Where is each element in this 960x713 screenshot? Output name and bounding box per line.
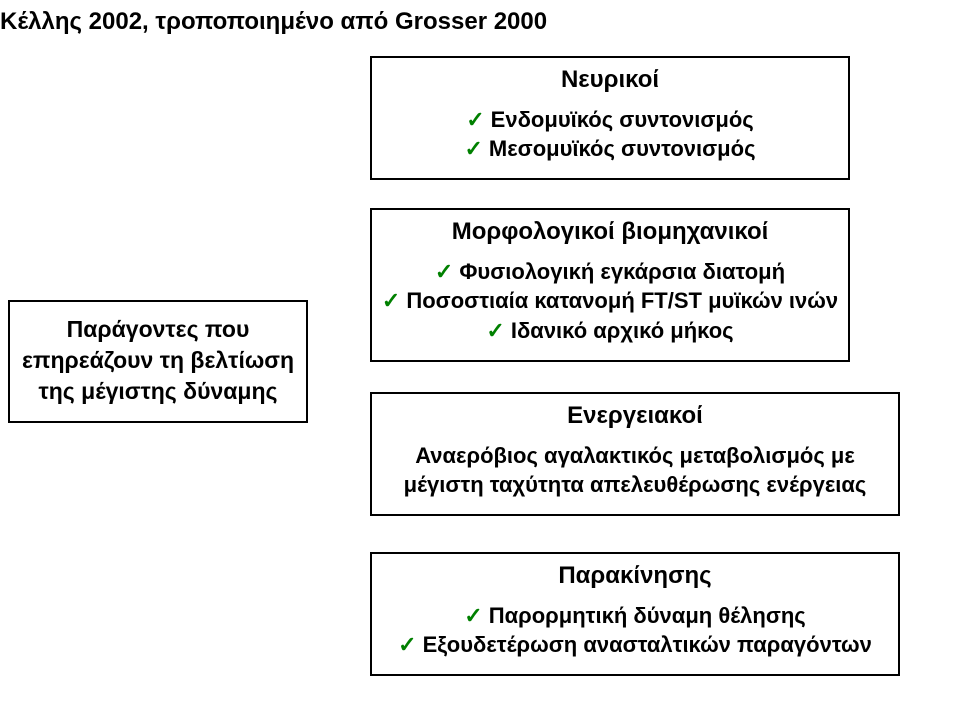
neuro-item-2-text: Μεσομυϊκός συντονισμός — [489, 136, 756, 161]
morpho-item-3: ✓ Ιδανικό αρχικό μήκος — [486, 316, 733, 346]
morpho-item-2: ✓Ποσοστιαία κατανομή FT/ST μυϊκών ινών — [382, 286, 838, 316]
energy-line-1: Αναερόβιος αγαλακτικός μεταβολισμός με — [382, 441, 888, 471]
neuro-item-2: ✓ Μεσομυϊκός συντονισμός — [464, 134, 755, 164]
neuro-heading: Νευρικοί — [382, 66, 838, 95]
morpho-item-3-text: Ιδανικό αρχικό μήκος — [511, 318, 734, 343]
morpho-item-1-text: Φυσιολογική εγκάρσια διατομή — [459, 259, 785, 284]
page-title: Κέλλης 2002, τροποποιημένο από Grosser 2… — [0, 8, 547, 36]
neuro-item-1-text: Ενδομυϊκός συντονισμός — [491, 107, 754, 132]
neuro-box: Νευρικοί ✓Ενδομυϊκός συντονισμός ✓Μεσομυ… — [370, 56, 850, 180]
check-icon: ✓ — [466, 107, 484, 132]
motiv-heading: Παρακίνησης — [382, 562, 888, 591]
motiv-item-2: ✓ Εξουδετέρωση ανασταλτικών παραγόντων — [398, 630, 872, 660]
check-icon: ✓ — [382, 288, 400, 313]
factors-box: Παράγοντες που επηρεάζουν τη βελτίωση τη… — [8, 300, 308, 423]
check-icon: ✓ — [464, 603, 482, 628]
diagram-root: Κέλλης 2002, τροποποιημένο από Grosser 2… — [0, 0, 960, 713]
motiv-item-1: ✓ Παρορμητική δύναμη θέλησης — [464, 601, 806, 631]
morpho-box: Μορφολογικοί βιομηχανικοί ✓Φυσιολογική ε… — [370, 208, 850, 362]
check-icon: ✓ — [464, 136, 482, 161]
motiv-item-2-text: Εξουδετέρωση ανασταλτικών παραγόντων — [423, 632, 872, 657]
energy-line-2: μέγιστη ταχύτητα απελευθέρωσης ενέργειας — [382, 470, 888, 500]
motiv-box: Παρακίνησης ✓ Παρορμητική δύναμη θέλησης … — [370, 552, 900, 676]
check-icon: ✓ — [398, 632, 416, 657]
energy-heading: Ενεργειακοί — [382, 402, 888, 431]
motiv-item-1-text: Παρορμητική δύναμη θέλησης — [489, 603, 806, 628]
morpho-heading: Μορφολογικοί βιομηχανικοί — [382, 218, 838, 247]
morpho-items: ✓Φυσιολογική εγκάρσια διατομή ✓Ποσοστιαί… — [382, 257, 838, 346]
check-icon: ✓ — [486, 318, 504, 343]
check-icon: ✓ — [435, 259, 453, 284]
energy-box: Ενεργειακοί Αναερόβιος αγαλακτικός μεταβ… — [370, 392, 900, 516]
factors-line1: Παράγοντες που — [18, 314, 298, 345]
factors-line2: επηρεάζουν τη βελτίωση — [18, 345, 298, 376]
neuro-items: ✓Ενδομυϊκός συντονισμός ✓Μεσομυϊκός συντ… — [382, 105, 838, 164]
neuro-item-1: ✓ Ενδομυϊκός συντονισμός — [466, 105, 754, 135]
morpho-item-2-text: Ποσοστιαία κατανομή FT/ST μυϊκών ινών — [406, 288, 838, 313]
factors-line3: της μέγιστης δύναμης — [18, 376, 298, 407]
motiv-items: ✓ Παρορμητική δύναμη θέλησης ✓ Εξουδετέρωσ… — [382, 601, 888, 660]
morpho-item-1: ✓Φυσιολογική εγκάρσια διατομή — [435, 257, 785, 287]
